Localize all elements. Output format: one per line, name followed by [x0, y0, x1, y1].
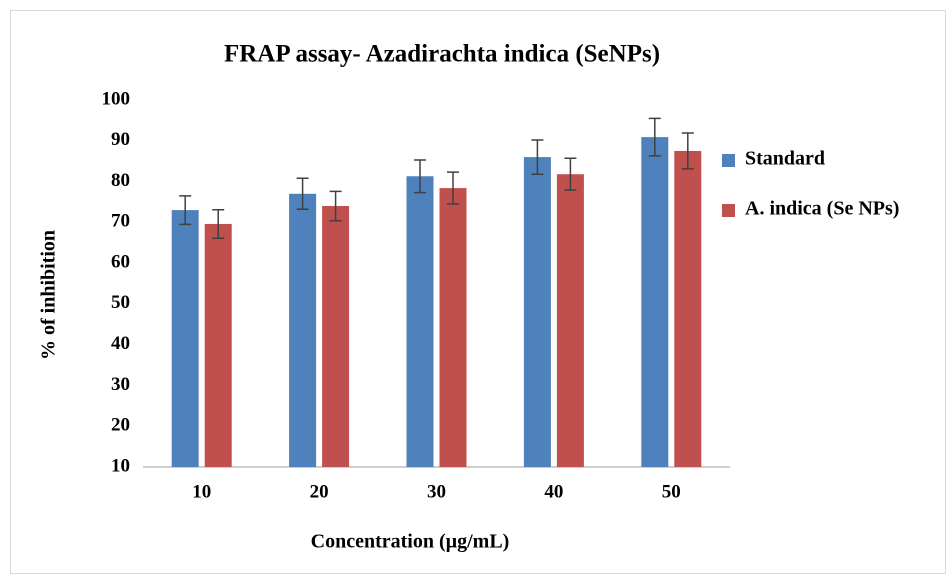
y-tick-label: 90 [111, 129, 130, 150]
y-tick-label: 10 [111, 455, 130, 476]
error-bar [329, 190, 342, 222]
error-bar [564, 157, 577, 191]
x-tick-label: 30 [427, 481, 446, 502]
bar [556, 174, 584, 467]
legend-swatch [722, 154, 735, 167]
x-tick-label: 10 [192, 481, 211, 502]
error-bar [212, 208, 225, 239]
y-tick-label: 60 [111, 251, 130, 272]
bar [406, 176, 434, 467]
x-tick-label: 50 [662, 481, 681, 502]
error-bar [447, 171, 459, 205]
error-bar [179, 195, 192, 226]
bar [322, 206, 350, 467]
bar [204, 223, 232, 467]
x-tick-label: 40 [544, 481, 563, 502]
bar [523, 157, 551, 468]
y-axis-label: % of inhibition [38, 230, 60, 360]
chart-title: FRAP assay- Azadirachta indica (SeNPs) [224, 41, 660, 68]
bar [439, 188, 467, 467]
bar [674, 150, 702, 467]
y-tick-label: 40 [111, 333, 130, 354]
y-tick-label: 80 [111, 170, 130, 191]
legend-label: Standard [745, 148, 825, 170]
y-tick-label: 50 [111, 292, 130, 313]
y-tick-label: 100 [102, 88, 131, 109]
error-bar [414, 159, 426, 194]
bar [641, 137, 669, 467]
error-bar [681, 132, 694, 170]
chart-frame [10, 10, 946, 574]
error-bar [531, 139, 544, 175]
y-tick-label: 30 [111, 374, 130, 395]
error-bar [296, 177, 309, 211]
x-axis-label: Concentration (µg/mL) [311, 531, 510, 553]
y-tick-label: 70 [111, 211, 130, 232]
x-tick-label: 20 [310, 481, 329, 502]
legend-swatch [722, 204, 735, 217]
error-bar [648, 117, 661, 157]
y-tick-label: 20 [111, 415, 130, 436]
bar [289, 193, 317, 468]
legend-label: A. indica (Se NPs) [745, 198, 899, 220]
bar [171, 210, 199, 467]
